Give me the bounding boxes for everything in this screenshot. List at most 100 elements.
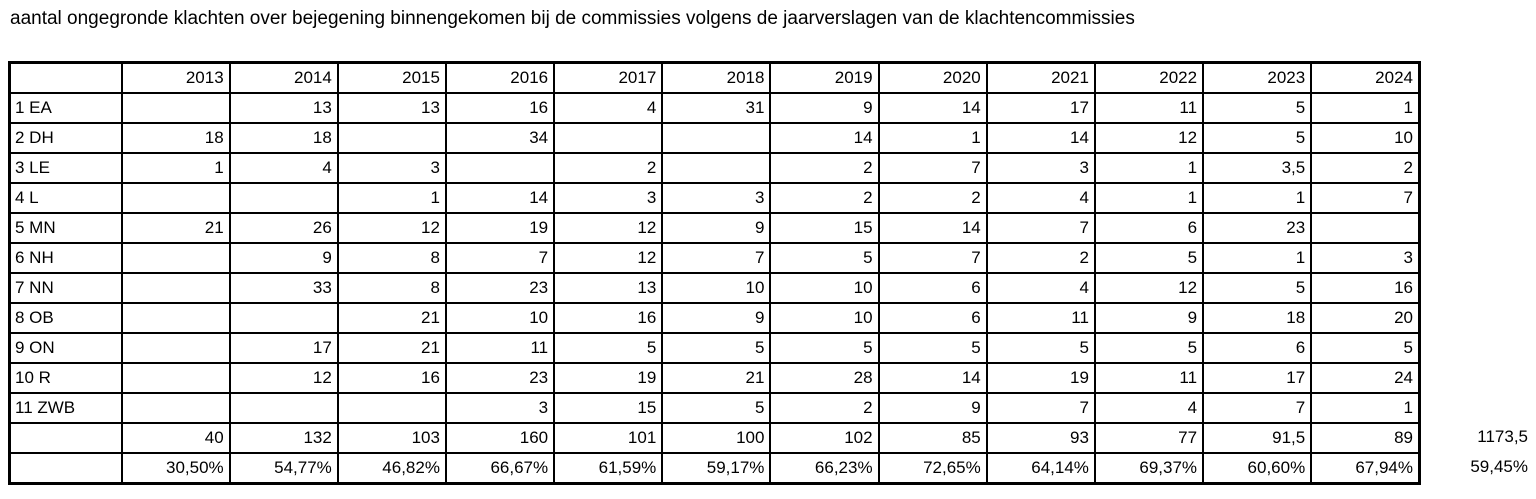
total-cell: 100 (661, 422, 772, 454)
table-cell: 21 (336, 302, 447, 334)
table-cell: 6 (877, 302, 988, 334)
percent-cell: 72,65% (877, 452, 988, 485)
table-cell: 3 (444, 392, 556, 424)
table-cell (228, 302, 339, 334)
percent-cell: 69,37% (1093, 452, 1205, 485)
percent-cell: 59,17% (661, 452, 772, 485)
table-cell: 9 (877, 392, 988, 424)
table-cell (120, 302, 231, 334)
table-cell: 11 (1093, 362, 1205, 394)
year-header: 2013 (120, 61, 231, 94)
table-cell (553, 122, 664, 154)
table-cell: 9 (228, 242, 339, 274)
table-cell: 23 (1202, 212, 1313, 244)
table-cell: 1 (1310, 392, 1421, 424)
total-cell: 85 (877, 422, 988, 454)
table-cell: 14 (877, 212, 988, 244)
table-cell: 3 (661, 182, 772, 214)
row-label: 8 OB (8, 302, 123, 334)
overall-percentage: 59,45% (1470, 457, 1528, 476)
table-cell: 19 (553, 362, 664, 394)
table-row: 11 ZWB 3 15 5 2 9 7 4 7 1 (8, 392, 1421, 424)
table-cell: 16 (553, 302, 664, 334)
table-cell: 5 (1310, 332, 1421, 364)
year-header: 2022 (1093, 61, 1205, 94)
year-header: 2023 (1202, 61, 1313, 94)
total-cell: 91,5 (1202, 422, 1313, 454)
table-cell: 26 (228, 212, 339, 244)
table-cell: 8 (336, 272, 447, 304)
row-label: 10 R (8, 362, 123, 394)
table-cell (1310, 212, 1421, 244)
table-cell: 5 (985, 332, 1096, 364)
table-cell: 14 (444, 182, 556, 214)
table-cell: 9 (769, 92, 880, 124)
table-cell: 10 (661, 272, 772, 304)
table-cell: 3 (336, 152, 447, 184)
table-row: 5 MN 21 26 12 19 12 9 15 14 7 6 23 (8, 212, 1421, 244)
table-row: 4 L 1 14 3 3 2 2 4 1 1 7 (8, 182, 1421, 214)
table-cell (120, 332, 231, 364)
table-cell: 1 (336, 182, 447, 214)
table-cell: 15 (553, 392, 664, 424)
table-cell: 1 (1202, 242, 1313, 274)
table-cell: 17 (985, 92, 1096, 124)
table-cell: 13 (336, 92, 447, 124)
table-cell: 17 (1202, 362, 1313, 394)
table-cell: 24 (1310, 362, 1421, 394)
table-cell: 23 (444, 362, 556, 394)
page-title: aantal ongegronde klachten over bejegeni… (10, 8, 1135, 29)
table-cell: 3 (1310, 242, 1421, 274)
table-cell: 10 (769, 302, 880, 334)
percent-row: 30,50% 54,77% 46,82% 66,67% 61,59% 59,17% 66,2… (8, 452, 1421, 485)
table-cell: 1 (1310, 92, 1421, 124)
table-cell: 16 (444, 92, 556, 124)
year-header: 2020 (877, 61, 988, 94)
table-cell: 15 (769, 212, 880, 244)
total-cell: 77 (1093, 422, 1205, 454)
table-cell: 10 (444, 302, 556, 334)
year-header: 2016 (444, 61, 556, 94)
row-label: 3 LE (8, 152, 123, 184)
table-cell (228, 392, 339, 424)
percent-cell: 46,82% (336, 452, 447, 485)
year-header: 2014 (228, 61, 339, 94)
year-header: 2015 (336, 61, 447, 94)
table-cell: 3 (553, 182, 664, 214)
table-cell: 7 (985, 392, 1096, 424)
table-cell: 21 (336, 332, 447, 364)
table-cell: 4 (553, 92, 664, 124)
table-cell: 19 (985, 362, 1096, 394)
totals-row-label (8, 422, 123, 454)
row-label: 2 DH (8, 122, 123, 154)
table-cell: 12 (1093, 272, 1205, 304)
header-row: 2013 2014 2015 2016 2017 2018 2019 2020 2021 2022… (8, 61, 1421, 94)
table-cell: 5 (661, 332, 772, 364)
table-cell: 12 (1093, 122, 1205, 154)
total-cell: 93 (985, 422, 1096, 454)
total-cell: 101 (553, 422, 664, 454)
table-cell: 8 (336, 242, 447, 274)
table-cell: 12 (336, 212, 447, 244)
table-cell: 21 (661, 362, 772, 394)
table-row: 7 NN 33 8 23 13 10 10 6 4 12 5 16 (8, 272, 1421, 304)
table-cell (120, 272, 231, 304)
table-cell: 14 (985, 122, 1096, 154)
table-cell (228, 182, 339, 214)
row-label: 4 L (8, 182, 123, 214)
table-cell: 11 (444, 332, 556, 364)
table-cell: 6 (877, 272, 988, 304)
table-cell: 7 (444, 242, 556, 274)
page: aantal ongegronde klachten over bejegeni… (0, 7, 1536, 485)
table-cell: 5 (1093, 332, 1205, 364)
table-cell: 16 (336, 362, 447, 394)
row-label: 7 NN (8, 272, 123, 304)
row-label: 11 ZWB (8, 392, 123, 424)
table-cell: 6 (1093, 212, 1205, 244)
table-cell: 1 (1093, 182, 1205, 214)
percent-cell: 30,50% (120, 452, 231, 485)
table-cell: 10 (769, 272, 880, 304)
table-cell: 4 (985, 182, 1096, 214)
table-cell: 5 (769, 242, 880, 274)
table-cell: 7 (1310, 182, 1421, 214)
